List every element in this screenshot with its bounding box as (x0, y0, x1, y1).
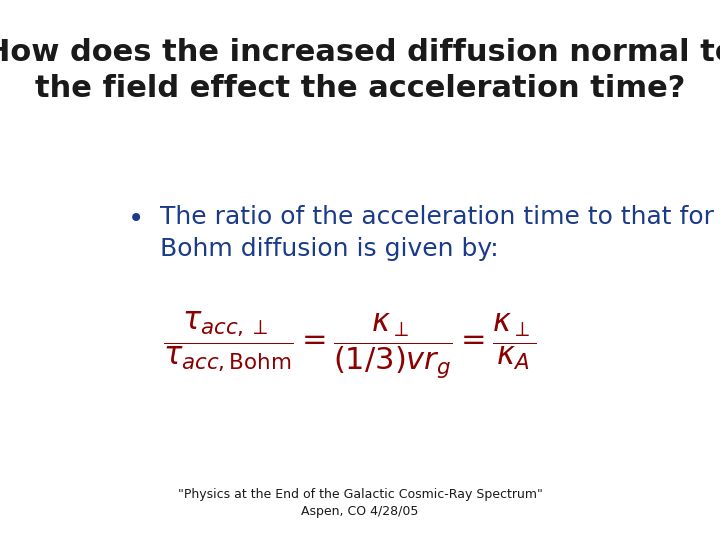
Text: $\dfrac{\tau_{acc,\perp}}{\tau_{acc,\mathrm{Bohm}}} = \dfrac{\kappa_{\perp}}{(1/: $\dfrac{\tau_{acc,\perp}}{\tau_{acc,\mat… (163, 310, 536, 381)
Text: "Physics at the End of the Galactic Cosmic-Ray Spectrum"
Aspen, CO 4/28/05: "Physics at the End of the Galactic Cosm… (178, 488, 542, 518)
Text: How does the increased diffusion normal to
the field effect the acceleration tim: How does the increased diffusion normal … (0, 38, 720, 103)
Text: The ratio of the acceleration time to that for
Bohm diffusion is given by:: The ratio of the acceleration time to th… (160, 205, 714, 261)
Text: •: • (128, 205, 144, 233)
